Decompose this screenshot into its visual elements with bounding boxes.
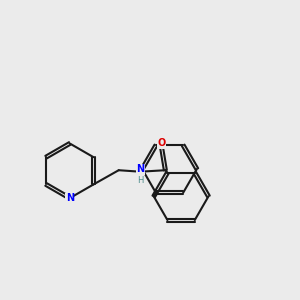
Text: O: O bbox=[158, 139, 166, 148]
Text: N: N bbox=[66, 193, 74, 203]
Text: H: H bbox=[137, 176, 143, 184]
Text: N: N bbox=[136, 164, 144, 174]
